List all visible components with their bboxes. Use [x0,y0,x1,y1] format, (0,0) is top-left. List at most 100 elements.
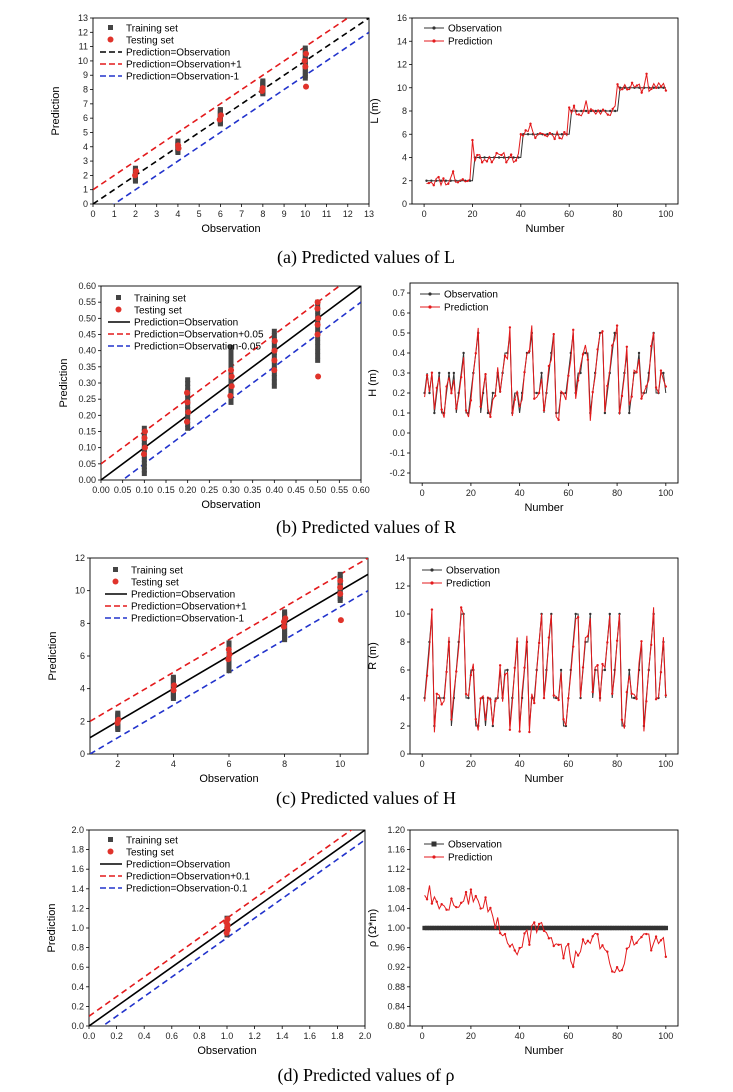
y-tick-label: 2 [83,170,88,180]
y-tick-label: 0.50 [78,313,96,323]
y-axis-label: Prediction [50,87,62,136]
observation-point [641,925,647,931]
x-tick-label: 2.0 [359,1031,372,1041]
y-tick-label: 5 [83,127,88,137]
observation-point [613,109,617,113]
training-point [260,78,266,84]
training-point [141,425,147,431]
x-tick-label: 80 [612,759,622,769]
y-tick-label: 12 [78,27,88,37]
y-tick-label: 1.8 [71,845,84,855]
prediction-point [537,391,541,395]
prediction-point [557,943,560,947]
prediction-point [455,407,458,410]
prediction-point [459,376,463,379]
prediction-point [518,946,521,950]
observation-point [439,925,444,931]
observation-point [536,925,542,931]
prediction-point [552,944,555,948]
y-tick-label: 0 [80,749,85,759]
prediction-point [547,636,551,639]
observation-point [532,925,537,931]
prediction-point [664,385,668,388]
legend-testing-swatch [112,578,119,585]
observation-point [560,133,564,136]
prediction-point [567,106,571,109]
x-tick-label: 100 [658,209,673,219]
y-tick-label: 6 [80,651,85,661]
observation-point [580,925,586,931]
x-tick-label: 6 [226,759,231,769]
prediction-point [645,932,648,936]
prediction-point [484,718,487,721]
legend-observation-marker [430,568,434,572]
x-tick-label: 3 [154,209,159,219]
prediction-point [567,942,570,946]
prediction-point [621,87,624,91]
x-tick-label: 2 [133,209,138,219]
x-axis-label: Number [524,1045,563,1057]
prediction-point [581,666,585,669]
observation-point [662,86,665,89]
y-tick-label: 0.7 [392,288,405,298]
testing-point [115,716,122,723]
prediction-point [534,136,537,140]
prediction-point [479,697,482,700]
x-tick-label: 1 [112,209,117,219]
training-point [141,460,147,466]
observation-point [434,925,439,931]
prediction-point [547,937,551,940]
prediction-point [435,692,438,695]
prediction-line [424,325,667,422]
testing-point [228,367,235,374]
observation-point [663,925,669,931]
prediction-point [450,718,453,721]
prediction-point [469,399,473,402]
testing-point [183,418,190,425]
legend-training-label: Training set [134,294,186,305]
prediction-point [659,369,663,372]
y-tick-label: 7 [83,99,88,109]
prediction-point [650,344,653,348]
prediction-point [451,170,455,173]
prediction-point [450,391,453,395]
prediction-point [442,177,445,180]
prediction-point [615,639,619,642]
x-tick-label: 0.8 [193,1031,206,1041]
y-tick-label: 10 [75,586,85,596]
x-tick-label: 8 [282,759,287,769]
testing-point [141,428,148,435]
prediction-point [464,890,468,894]
prediction-point [528,943,531,946]
prediction-point [586,358,590,361]
x-tick-label: 80 [612,1031,622,1041]
legend-equal-label: Prediction=Observation [126,48,230,59]
prediction-point [606,641,609,644]
prediction-point [640,935,643,939]
testing-point [185,409,192,416]
testing-point [302,63,309,70]
x-tick-label: 0.30 [222,485,240,495]
x-tick-label: 5 [197,209,202,219]
y-axis-label: Prediction [58,359,70,408]
y-tick-label: 1 [83,185,88,195]
legend-upper-label: Prediction=Observation+0.1 [126,872,250,883]
prediction-point [606,384,609,388]
observation-point [617,925,622,931]
x-tick-label: 0.55 [331,485,349,495]
training-point [185,425,191,431]
prediction-point [611,344,614,347]
x-tick-label: 80 [612,488,622,498]
testing-point [170,687,177,694]
observation-point [590,925,595,931]
y-tick-label: 0.5 [392,328,405,338]
observation-point [619,925,625,931]
y-tick-label: 0.6 [71,962,84,972]
observation-point [483,925,488,931]
prediction-point [514,159,518,162]
prediction-point [542,696,546,700]
legend-observation-marker [428,292,432,296]
x-tick-label: 0.0 [83,1031,96,1041]
prediction-point [498,390,502,393]
observation-point [517,925,522,931]
